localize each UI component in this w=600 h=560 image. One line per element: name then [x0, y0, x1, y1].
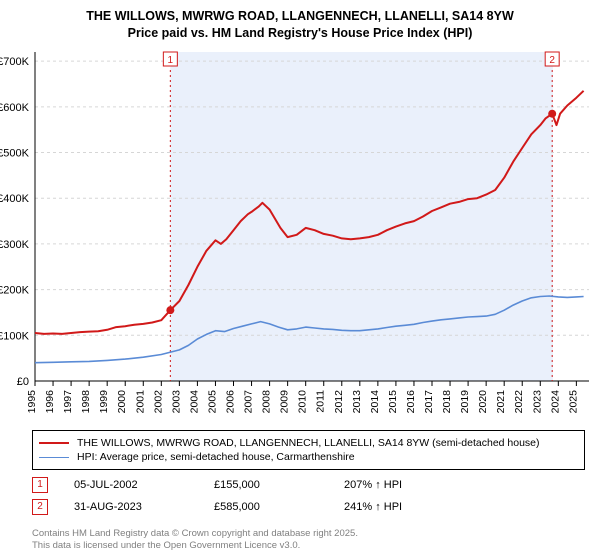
svg-text:2006: 2006: [225, 390, 237, 414]
svg-text:1997: 1997: [62, 390, 74, 414]
svg-text:2008: 2008: [261, 390, 273, 414]
legend-swatch-property: [39, 442, 69, 444]
annotation-row-2: 2 31-AUG-2023 £585,000 241% ↑ HPI: [32, 496, 585, 518]
svg-text:£100K: £100K: [0, 330, 30, 342]
legend-label-property: THE WILLOWS, MWRWG ROAD, LLANGENNECH, LL…: [77, 437, 540, 449]
svg-text:2025: 2025: [567, 390, 579, 414]
annotation-price-1: £155,000: [214, 479, 344, 491]
svg-text:1998: 1998: [80, 390, 92, 414]
svg-text:£400K: £400K: [0, 193, 30, 205]
svg-text:2024: 2024: [549, 390, 561, 414]
svg-text:1999: 1999: [98, 390, 110, 414]
svg-text:2021: 2021: [495, 390, 507, 414]
svg-text:2009: 2009: [279, 390, 291, 414]
svg-text:2: 2: [549, 55, 555, 66]
legend-swatch-hpi: [39, 457, 69, 458]
svg-text:2000: 2000: [116, 390, 128, 414]
chart-container: THE WILLOWS, MWRWG ROAD, LLANGENNECH, LL…: [0, 0, 600, 560]
footer-line-1: Contains HM Land Registry data © Crown c…: [32, 528, 585, 540]
footer-line-2: This data is licensed under the Open Gov…: [32, 540, 585, 552]
svg-text:2012: 2012: [333, 390, 345, 414]
svg-text:2015: 2015: [387, 390, 399, 414]
svg-text:2004: 2004: [188, 390, 200, 414]
svg-text:2003: 2003: [170, 390, 182, 414]
svg-text:2017: 2017: [423, 390, 435, 414]
svg-text:2010: 2010: [297, 390, 309, 414]
chart-area: £0 £100K £200K £300K £400K £500K £600K £700K 199…: [0, 46, 600, 426]
svg-text:£700K: £700K: [0, 56, 30, 68]
svg-text:1995: 1995: [26, 390, 38, 414]
legend: THE WILLOWS, MWRWG ROAD, LLANGENNECH, LL…: [32, 430, 585, 470]
svg-text:2007: 2007: [243, 390, 255, 414]
svg-text:2013: 2013: [351, 390, 363, 414]
svg-text:£500K: £500K: [0, 148, 30, 160]
annotation-marker-1: 1: [32, 477, 48, 493]
annotation-price-2: £585,000: [214, 501, 344, 513]
annotation-row-1: 1 05-JUL-2002 £155,000 207% ↑ HPI: [32, 474, 585, 496]
legend-item-hpi: HPI: Average price, semi-detached house,…: [39, 450, 578, 464]
annotation-hpi-1: 207% ↑ HPI: [344, 479, 585, 491]
svg-text:2022: 2022: [513, 390, 525, 414]
chart-svg: £0 £100K £200K £300K £400K £500K £600K £700K 199…: [0, 46, 600, 426]
svg-text:2023: 2023: [531, 390, 543, 414]
svg-text:1: 1: [168, 55, 174, 66]
svg-text:£0: £0: [17, 376, 29, 388]
svg-text:£600K: £600K: [0, 102, 30, 114]
annotation-marker-2: 2: [32, 499, 48, 515]
svg-text:2005: 2005: [206, 390, 218, 414]
svg-text:2016: 2016: [405, 390, 417, 414]
annotation-hpi-2: 241% ↑ HPI: [344, 501, 585, 513]
annotation-table: 1 05-JUL-2002 £155,000 207% ↑ HPI 2 31-A…: [32, 474, 585, 518]
footer: Contains HM Land Registry data © Crown c…: [32, 528, 585, 552]
title-block: THE WILLOWS, MWRWG ROAD, LLANGENNECH, LL…: [0, 0, 600, 46]
svg-text:£300K: £300K: [0, 239, 30, 251]
svg-text:2011: 2011: [315, 390, 327, 413]
legend-label-hpi: HPI: Average price, semi-detached house,…: [77, 451, 355, 463]
annotation-date-1: 05-JUL-2002: [74, 479, 214, 491]
annotation-date-2: 31-AUG-2023: [74, 501, 214, 513]
title-line-2: Price paid vs. HM Land Registry's House …: [10, 25, 590, 42]
svg-text:1996: 1996: [44, 390, 56, 414]
svg-text:£200K: £200K: [0, 285, 30, 297]
svg-text:2020: 2020: [477, 390, 489, 414]
svg-text:2002: 2002: [152, 390, 164, 414]
title-line-1: THE WILLOWS, MWRWG ROAD, LLANGENNECH, LL…: [10, 8, 590, 25]
legend-item-property: THE WILLOWS, MWRWG ROAD, LLANGENNECH, LL…: [39, 436, 578, 450]
svg-text:2014: 2014: [369, 390, 381, 414]
svg-text:2001: 2001: [134, 390, 146, 414]
svg-text:2018: 2018: [441, 390, 453, 414]
svg-text:2019: 2019: [459, 390, 471, 414]
